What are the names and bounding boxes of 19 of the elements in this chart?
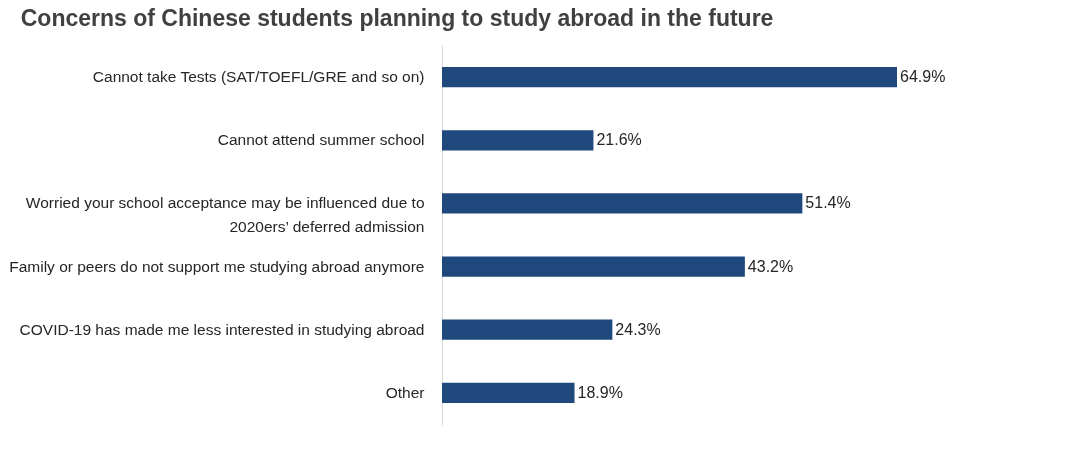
data-label: 43.2% (747, 257, 794, 275)
bar (442, 319, 613, 340)
bar (442, 382, 575, 403)
y-tick-label: COVID-19 has made me less interested in studying abroad (19, 320, 425, 338)
y-tick-label: Family or peers do not support me studying abroad anymore (9, 257, 425, 275)
data-label: 24.3% (615, 320, 661, 338)
y-tick-label: Cannot attend summer school (217, 131, 425, 149)
data-label: 21.6% (596, 131, 642, 149)
bar (442, 193, 803, 214)
y-tick-label: Other (385, 383, 425, 401)
data-label: 64.9% (900, 68, 946, 86)
bar (442, 256, 745, 277)
bar (442, 67, 897, 88)
data-label: 18.9% (577, 383, 623, 401)
y-tick-label: Worried your school acceptance may be influenced due to 2020ers’ deferred admission (25, 194, 425, 236)
chart-title: Concerns of Chinese students planning to study abroad in the future (20, 5, 774, 31)
y-tick-label: Cannot take Tests (SAT/TOEFL/GRE and so on) (92, 68, 425, 86)
bar (442, 130, 594, 151)
data-label: 51.4% (805, 194, 851, 212)
